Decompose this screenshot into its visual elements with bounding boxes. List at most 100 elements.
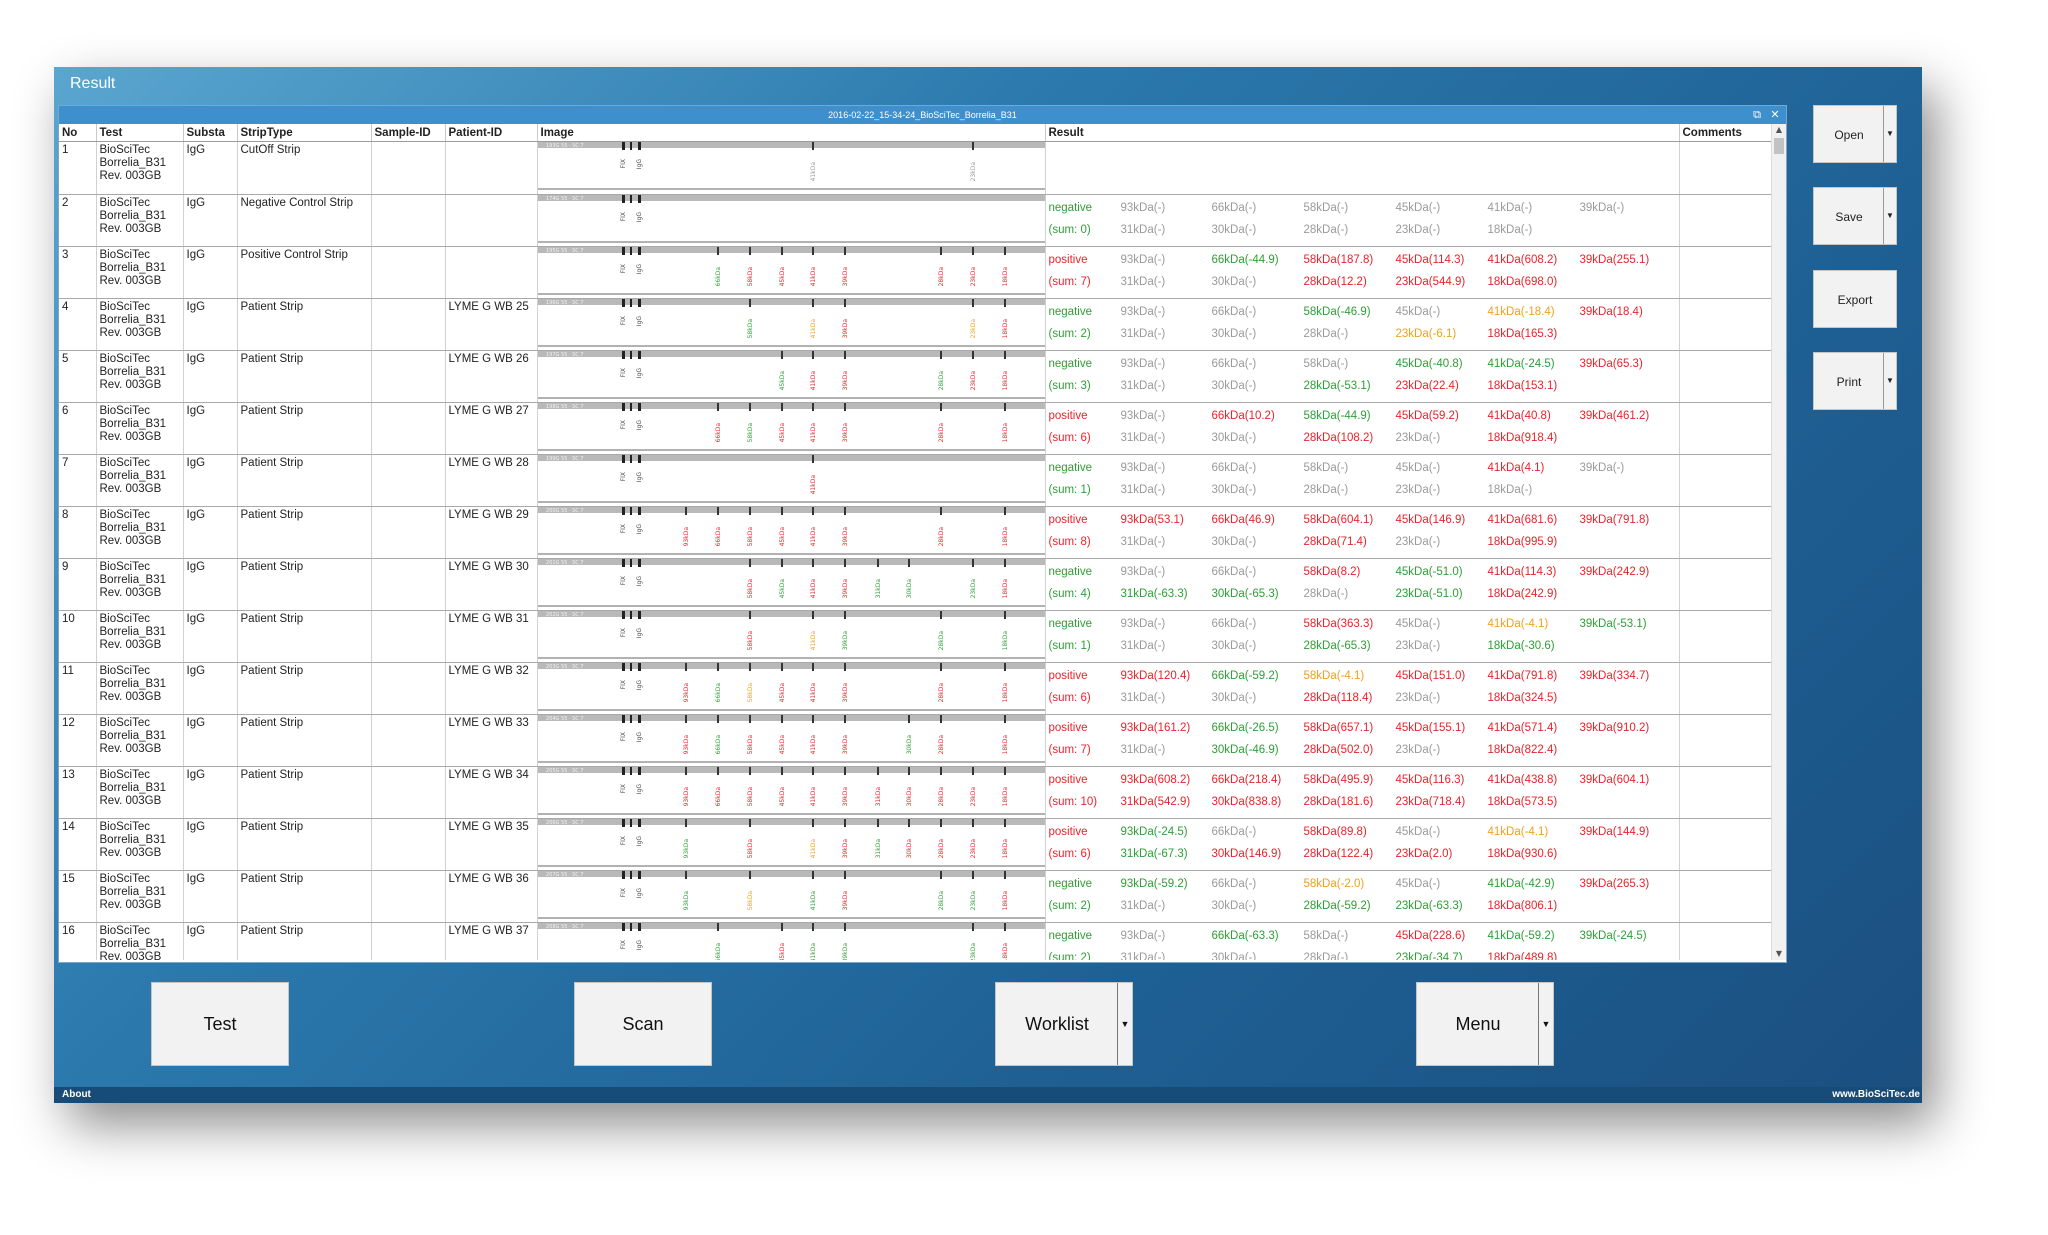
cell-comments[interactable] bbox=[1679, 714, 1771, 767]
menu-button[interactable]: Menu ▼ bbox=[1416, 982, 1554, 1066]
cell-image[interactable]: 199G 55 · SC 7 FIX IgG 41kDa bbox=[537, 454, 1046, 507]
table-row[interactable]: 11 BioSciTec Borrelia_B31 Rev. 003GB IgG Pati… bbox=[59, 662, 1771, 715]
col-header-substrate[interactable]: Substa bbox=[183, 124, 238, 142]
print-button[interactable]: Print ▼ bbox=[1813, 352, 1897, 410]
table-row[interactable]: 5 BioSciTec Borrelia_B31 Rev. 003GB IgG Patie… bbox=[59, 350, 1771, 403]
col-header-strip-type[interactable]: StripType bbox=[237, 124, 372, 142]
about-link[interactable]: About bbox=[62, 1089, 91, 1100]
cell-comments[interactable] bbox=[1679, 870, 1771, 923]
website-link[interactable]: www.BioSciTec.de bbox=[1832, 1089, 1920, 1100]
table-row[interactable]: 9 BioSciTec Borrelia_B31 Rev. 003GB IgG Patie… bbox=[59, 558, 1771, 611]
result-value: 41kDa(438.8) bbox=[1487, 774, 1558, 786]
cell-image[interactable]: 197G 55 · SC 7 FIX IgG 45kDa 41kDa 39kDa 28kDa… bbox=[537, 350, 1046, 403]
close-icon[interactable]: ✕ bbox=[1770, 109, 1780, 121]
cell-test: BioSciTec Borrelia_B31 Rev. 003GB bbox=[96, 194, 184, 247]
cell-comments[interactable] bbox=[1679, 194, 1771, 247]
cell-image[interactable]: 201G 55 · SC 7 FIX IgG 58kDa 45kDa 41kDa 39kDa… bbox=[537, 558, 1046, 611]
cell-image[interactable]: 195G 55 · SC 7 FIX IgG 66kDa 58kDa 45kDa 41kDa… bbox=[537, 246, 1046, 299]
table-row[interactable]: 13 BioSciTec Borrelia_B31 Rev. 003GB IgG Pati… bbox=[59, 766, 1771, 819]
col-header-comments[interactable]: Comments bbox=[1679, 124, 1771, 142]
cell-comments[interactable] bbox=[1679, 402, 1771, 455]
table-row[interactable]: 8 BioSciTec Borrelia_B31 Rev. 003GB IgG Patie… bbox=[59, 506, 1771, 559]
strip-band-mark bbox=[811, 871, 814, 879]
strip-reference-mark bbox=[637, 351, 641, 359]
strip-band-label: 18kDa bbox=[1002, 735, 1009, 755]
col-header-patient-id[interactable]: Patient-ID bbox=[445, 124, 538, 142]
export-button[interactable]: Export bbox=[1813, 270, 1897, 328]
strip-image: 200G 55 · SC 7 FIX IgG 93kDa 66kDa 58kDa 45kDa… bbox=[537, 507, 1044, 555]
cell-comments[interactable] bbox=[1679, 246, 1771, 299]
col-header-result[interactable]: Result bbox=[1045, 124, 1680, 142]
cell-image[interactable]: 200G 55 · SC 7 FIX IgG 93kDa 66kDa 58kDa 45kDa… bbox=[537, 506, 1046, 559]
cell-comments[interactable] bbox=[1679, 454, 1771, 507]
table-row[interactable]: 6 BioSciTec Borrelia_B31 Rev. 003GB IgG Patie… bbox=[59, 402, 1771, 455]
open-button[interactable]: Open ▼ bbox=[1813, 105, 1897, 163]
cell-image[interactable]: 193G 55 · SC 7 FIX IgG 41kDa 23kDa bbox=[537, 141, 1046, 195]
table-row[interactable]: 14 BioSciTec Borrelia_B31 Rev. 003GB IgG Pati… bbox=[59, 818, 1771, 871]
cell-result: negative 93kDa(-59.2) 66kDa(-) 58kDa(-2.0) 4… bbox=[1045, 870, 1680, 923]
strip-band-mark bbox=[843, 663, 846, 671]
table-row[interactable]: 15 BioSciTec Borrelia_B31 Rev. 003GB IgG Pati… bbox=[59, 870, 1771, 923]
scroll-down-arrow[interactable]: ▼ bbox=[1775, 949, 1783, 958]
strip-band-label: 41kDa bbox=[810, 735, 817, 755]
scan-button[interactable]: Scan bbox=[574, 982, 712, 1066]
table-row[interactable]: 12 BioSciTec Borrelia_B31 Rev. 003GB IgG Pati… bbox=[59, 714, 1771, 767]
col-header-sample-id[interactable]: Sample-ID bbox=[371, 124, 446, 142]
test-line: Borrelia_B31 bbox=[99, 834, 166, 846]
table-row[interactable]: 16 BioSciTec Borrelia_B31 Rev. 003GB IgG Pati… bbox=[59, 922, 1771, 960]
cell-comments[interactable] bbox=[1679, 506, 1771, 559]
cell-image[interactable]: 203G 55 · SC 7 FIX IgG 93kDa 66kDa 58kDa 45kDa… bbox=[537, 662, 1046, 715]
result-value: 18kDa(-30.6) bbox=[1487, 640, 1555, 652]
open-dropdown-arrow[interactable]: ▼ bbox=[1883, 106, 1896, 162]
strip-label-igg: IgG bbox=[636, 628, 643, 639]
cell-comments[interactable] bbox=[1679, 610, 1771, 663]
cell-image[interactable]: 198G 55 · SC 7 FIX IgG 66kDa 58kDa 45kDa 41kDa… bbox=[537, 402, 1046, 455]
vertical-scrollbar[interactable]: ▲ ▼ bbox=[1771, 124, 1786, 960]
print-dropdown-arrow[interactable]: ▼ bbox=[1883, 353, 1896, 409]
cell-image[interactable]: 202G 55 · SC 7 FIX IgG 58kDa 41kDa 39kDa 28kDa… bbox=[537, 610, 1046, 663]
test-line: BioSciTec bbox=[99, 665, 151, 677]
test-button[interactable]: Test bbox=[151, 982, 289, 1066]
cell-comments[interactable] bbox=[1679, 922, 1771, 960]
cell-image[interactable]: 206G 55 · SC 7 FIX IgG 93kDa 58kDa 41kDa 39kDa… bbox=[537, 818, 1046, 871]
strip-reference-mark bbox=[621, 247, 625, 255]
worklist-button[interactable]: Worklist ▼ bbox=[995, 982, 1133, 1066]
strip-band-label: 28kDa bbox=[938, 735, 945, 755]
scroll-up-arrow[interactable]: ▲ bbox=[1775, 125, 1783, 134]
result-value: 31kDa(-63.3) bbox=[1120, 588, 1188, 600]
strip-band-mark bbox=[843, 247, 846, 255]
result-status: negative bbox=[1048, 878, 1092, 890]
cell-comments[interactable] bbox=[1679, 558, 1771, 611]
cell-comments[interactable] bbox=[1679, 350, 1771, 403]
table-row[interactable]: 2 BioSciTec Borrelia_B31 Rev. 003GB IgG Negat… bbox=[59, 194, 1771, 247]
scroll-thumb[interactable] bbox=[1774, 138, 1784, 154]
cell-comments[interactable] bbox=[1679, 141, 1771, 195]
col-header-image[interactable]: Image bbox=[537, 124, 1046, 142]
cell-image[interactable]: 174G 55 · SC 7 FIX IgG bbox=[537, 194, 1046, 247]
table-row[interactable]: 3 BioSciTec Borrelia_B31 Rev. 003GB IgG Posit… bbox=[59, 246, 1771, 299]
cell-comments[interactable] bbox=[1679, 298, 1771, 351]
menu-dropdown-arrow[interactable]: ▼ bbox=[1538, 983, 1553, 1065]
cell-image[interactable]: 207G 55 · SC 7 FIX IgG 93kDa 58kDa 41kDa 39kDa… bbox=[537, 870, 1046, 923]
cell-comments[interactable] bbox=[1679, 818, 1771, 871]
cell-image[interactable]: 204G 55 · SC 7 FIX IgG 93kDa 66kDa 58kDa 45kDa… bbox=[537, 714, 1046, 767]
col-header-test[interactable]: Test bbox=[96, 124, 184, 142]
cell-image[interactable]: 196G 55 · SC 7 FIX IgG 58kDa 41kDa 39kDa 23kDa… bbox=[537, 298, 1046, 351]
cell-test: BioSciTec Borrelia_B31 Rev. 003GB bbox=[96, 610, 184, 663]
cell-image[interactable]: 208G 55 · SC 7 FIX IgG 66kDa 45kDa 41kDa 39kDa… bbox=[537, 922, 1046, 960]
table-row[interactable]: 1 BioSciTec Borrelia_B31 Rev. 003GB IgG CutOf… bbox=[59, 141, 1771, 195]
table-row[interactable]: 4 BioSciTec Borrelia_B31 Rev. 003GB IgG Patie… bbox=[59, 298, 1771, 351]
col-header-no[interactable]: No bbox=[59, 124, 97, 142]
cell-sample-id bbox=[371, 350, 446, 403]
save-dropdown-arrow[interactable]: ▼ bbox=[1883, 188, 1896, 244]
cell-image[interactable]: 205G 55 · SC 7 FIX IgG 93kDa 66kDa 58kDa 45kDa… bbox=[537, 766, 1046, 819]
strip-label-igg: IgG bbox=[636, 940, 643, 951]
worklist-dropdown-arrow[interactable]: ▼ bbox=[1117, 983, 1132, 1065]
cell-no: 12 bbox=[59, 714, 97, 767]
save-button[interactable]: Save ▼ bbox=[1813, 187, 1897, 245]
restore-icon[interactable]: ⧉ bbox=[1753, 109, 1761, 121]
cell-comments[interactable] bbox=[1679, 766, 1771, 819]
cell-comments[interactable] bbox=[1679, 662, 1771, 715]
table-row[interactable]: 10 BioSciTec Borrelia_B31 Rev. 003GB IgG Pati… bbox=[59, 610, 1771, 663]
table-row[interactable]: 7 BioSciTec Borrelia_B31 Rev. 003GB IgG Patie… bbox=[59, 454, 1771, 507]
